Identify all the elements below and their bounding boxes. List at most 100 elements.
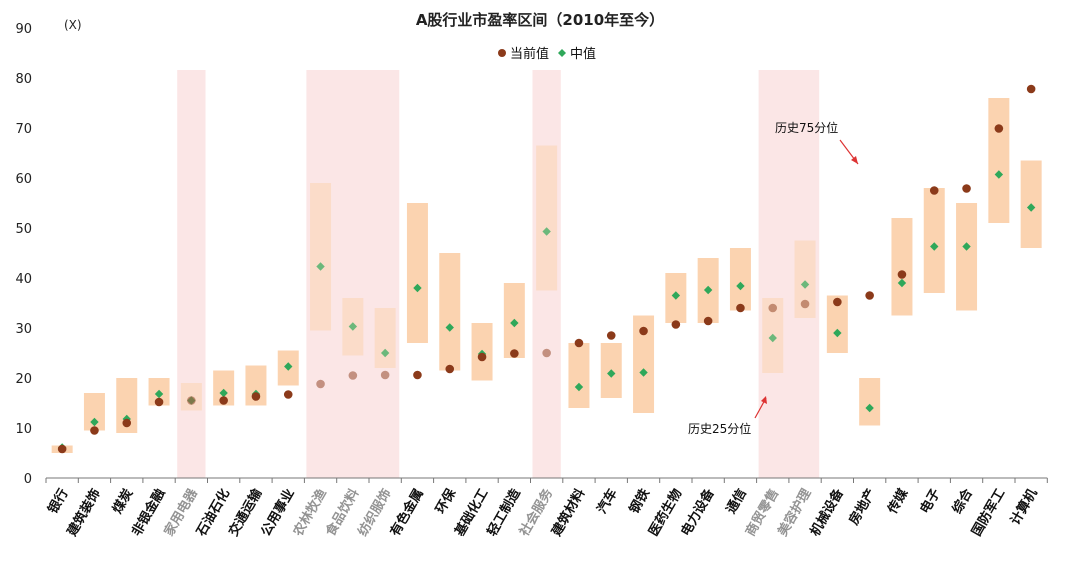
- x-tick-label-0: 银行: [45, 486, 72, 517]
- legend-median-marker: [558, 49, 566, 57]
- current-marker-23: [800, 299, 810, 309]
- highlight-bands: [177, 70, 820, 478]
- current-marker-13: [477, 352, 487, 362]
- median-marker-20: [703, 285, 713, 295]
- legend-median-label: 中值: [570, 46, 596, 62]
- current-marker-22: [768, 303, 778, 313]
- chart-title: A股行业市盈率区间（2010年至今）: [416, 11, 664, 29]
- x-tick-label-30: 计算机: [1007, 486, 1040, 528]
- current-marker-16: [574, 338, 584, 348]
- current-marker-20: [703, 316, 713, 326]
- median-marker-9: [348, 322, 358, 331]
- current-marker-29: [994, 124, 1004, 133]
- median-marker-14: [510, 318, 519, 328]
- legend-current-marker: [498, 49, 506, 57]
- current-marker-1: [90, 426, 99, 435]
- y-tick-80: 80: [15, 72, 32, 87]
- annotation-p25-text: 历史25分位: [688, 421, 751, 436]
- current-marker-8: [316, 379, 325, 389]
- current-marker-24: [833, 297, 842, 307]
- range-bar-18: [633, 315, 655, 413]
- x-tick-label-21: 通信: [723, 486, 750, 517]
- x-tick-label-25: 房地产: [846, 486, 879, 528]
- current-marker-15: [542, 348, 551, 358]
- median-marker-26: [897, 278, 907, 288]
- median-marker-15: [542, 227, 551, 236]
- range-bar-29: [988, 98, 1010, 223]
- current-marker-3: [154, 397, 164, 407]
- range-bar-2: [116, 378, 138, 433]
- median-marker-11: [413, 283, 422, 293]
- median-marker-28: [962, 242, 971, 251]
- current-marker-18: [639, 326, 648, 336]
- median-marker-22: [768, 333, 777, 343]
- current-marker-10: [380, 370, 390, 380]
- median-marker-1: [90, 417, 99, 427]
- annotation-p75-text: 历史75分位: [775, 120, 838, 135]
- range-bar-21: [729, 248, 751, 311]
- median-marker-24: [833, 328, 842, 338]
- median-marker-23: [800, 280, 810, 289]
- range-bar-11: [406, 203, 428, 343]
- y-axis-ticks: 0 10 20 30 40 50 60 70 80 90: [15, 22, 32, 487]
- median-marker-30: [1026, 203, 1036, 212]
- current-marker-17: [606, 331, 616, 340]
- x-tick-label-27: 电子: [917, 486, 944, 517]
- y-tick-0: 0: [24, 472, 32, 487]
- y-tick-30: 30: [15, 322, 32, 337]
- x-tick-label-18: 钢铁: [626, 486, 653, 517]
- current-marker-19: [671, 320, 681, 329]
- current-marker-30: [1026, 84, 1036, 94]
- median-marker-7: [284, 362, 293, 371]
- range-bar-28: [956, 203, 978, 311]
- annotation-p75: 历史75分位: [775, 120, 859, 165]
- legend: 当前值 中值: [498, 46, 596, 62]
- median-marker-5: [219, 388, 228, 398]
- current-marker-14: [510, 349, 519, 358]
- highlight-band-0: [177, 70, 206, 478]
- median-marker-17: [607, 369, 616, 378]
- median-marker-19: [671, 291, 681, 300]
- range-bar-6: [245, 365, 267, 406]
- current-marker-26: [897, 270, 907, 279]
- median-marker-12: [445, 323, 454, 332]
- median-marker-10: [380, 348, 390, 358]
- annotation-p25: 历史25分位: [688, 396, 767, 436]
- current-marker-0: [57, 444, 67, 454]
- axes: [45, 477, 1048, 483]
- current-marker-28: [962, 184, 971, 193]
- annotation-p25-arrowhead: [761, 396, 767, 404]
- current-marker-9: [348, 371, 358, 380]
- y-tick-60: 60: [15, 172, 32, 187]
- x-tick-label-12: 环保: [432, 485, 459, 516]
- range-bar-8: [310, 183, 332, 331]
- current-marker-7: [283, 390, 293, 399]
- x-tick-label-26: 传媒: [884, 485, 912, 517]
- range-bar-24: [826, 295, 848, 353]
- x-tick-label-2: 煤炭: [109, 486, 136, 517]
- x-tick-label-28: 综合: [949, 485, 976, 516]
- median-marker-21: [736, 281, 745, 291]
- current-markers: [57, 84, 1036, 454]
- median-marker-3: [154, 389, 164, 399]
- range-bar-25: [859, 378, 881, 426]
- legend-current-label: 当前值: [510, 46, 549, 62]
- current-marker-5: [219, 396, 228, 405]
- range-bar-1: [83, 393, 105, 431]
- range-bar-12: [439, 253, 461, 371]
- x-tick-label-17: 汽车: [594, 486, 621, 517]
- median-marker-29: [994, 170, 1004, 179]
- range-bar-27: [923, 188, 945, 293]
- median-marker-16: [574, 382, 584, 392]
- range-bar-23: [794, 240, 816, 318]
- range-bar-15: [536, 145, 558, 291]
- current-marker-21: [736, 303, 745, 313]
- median-marker-25: [865, 403, 874, 413]
- y-tick-20: 20: [15, 372, 32, 387]
- y-tick-10: 10: [15, 422, 32, 437]
- annotation-p75-arrowhead: [851, 156, 858, 164]
- y-tick-40: 40: [15, 272, 32, 287]
- current-marker-6: [251, 392, 261, 401]
